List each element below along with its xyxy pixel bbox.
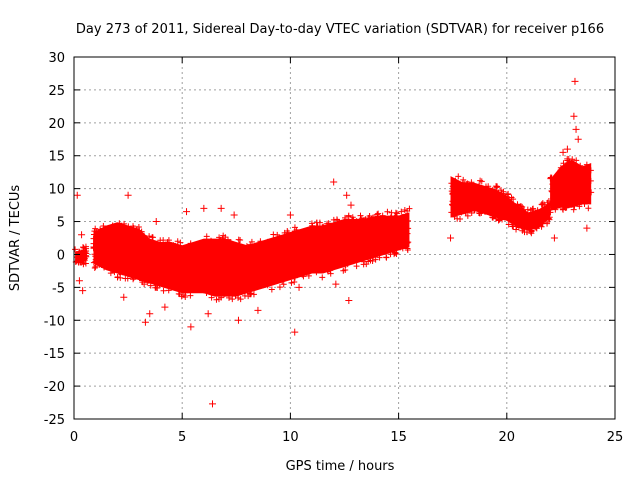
y-tick-label: 10	[48, 183, 65, 198]
outlier-point	[183, 208, 191, 216]
x-tick-label: 20	[499, 430, 516, 445]
x-tick-label: 5	[178, 430, 186, 445]
outlier-point	[141, 318, 149, 326]
outlier-point	[204, 310, 212, 318]
outlier-point	[572, 125, 580, 133]
outlier-point	[347, 201, 355, 209]
outlier-point	[217, 204, 225, 212]
y-tick-label: 25	[48, 84, 65, 99]
outlier-point	[583, 224, 591, 232]
x-tick-label: 10	[282, 430, 299, 445]
outlier-point	[230, 211, 238, 219]
y-tick-label: -5	[52, 281, 65, 296]
outlier-point	[124, 191, 132, 199]
band-markers	[72, 243, 90, 268]
x-axis-label: GPS time / hours	[286, 459, 395, 474]
outlier-point	[343, 191, 351, 199]
outlier-point	[200, 204, 208, 212]
y-tick-label: 30	[48, 51, 65, 66]
axis-ticks	[73, 56, 616, 420]
outlier-point	[570, 112, 578, 120]
plot-frame	[73, 56, 616, 420]
outlier-point	[563, 145, 571, 153]
outlier-point	[295, 283, 303, 291]
outlier-point	[550, 234, 558, 242]
outlier-point	[571, 77, 579, 85]
band-markers	[547, 155, 595, 216]
x-tick-label: 0	[70, 430, 78, 445]
band-segment	[72, 243, 90, 268]
outlier-point	[254, 306, 262, 314]
x-tick-label: 25	[607, 430, 624, 445]
x-axis-tick-labels: 0 5 10 15 20 25	[70, 430, 623, 445]
band-segment	[448, 173, 553, 237]
y-tick-label: -20	[44, 380, 65, 395]
outlier-point	[208, 400, 216, 408]
outlier-point	[73, 191, 81, 199]
outlier-point	[332, 280, 340, 288]
outlier-point	[574, 135, 582, 143]
outlier-point	[568, 162, 576, 170]
outlier-point	[447, 234, 455, 242]
outlier-point	[234, 316, 242, 324]
band-markers	[90, 205, 413, 303]
y-tick-label: -15	[44, 347, 65, 362]
x-tick-label: 15	[390, 430, 407, 445]
series-sdtvar	[72, 77, 595, 408]
grid-lines	[74, 57, 615, 419]
y-tick-label: -25	[44, 413, 65, 428]
band-markers	[448, 173, 553, 237]
outlier-point	[120, 293, 128, 301]
y-tick-label: 5	[57, 216, 65, 231]
outlier-point	[152, 218, 160, 226]
y-tick-label: 0	[57, 248, 65, 263]
y-tick-label: 20	[48, 117, 65, 132]
outlier-point	[345, 297, 353, 305]
outlier-point	[330, 178, 338, 186]
outlier-point	[78, 231, 86, 239]
outlier-point	[286, 211, 294, 219]
band-segment	[90, 205, 413, 303]
outlier-point	[146, 310, 154, 318]
band-segment	[547, 155, 595, 216]
y-tick-label: 15	[48, 150, 65, 165]
outlier-point	[291, 328, 299, 336]
y-axis-tick-labels: -25 -20 -15 -10 -5 0 5 10 15 20 25 30	[44, 51, 65, 428]
y-axis-label: SDTVAR / TECUs	[8, 185, 23, 292]
y-tick-label: -10	[44, 314, 65, 329]
outlier-point	[161, 303, 169, 311]
chart-title: Day 273 of 2011, Sidereal Day-to-day VTE…	[76, 22, 604, 37]
outlier-point	[75, 277, 83, 285]
outlier-point	[79, 287, 87, 295]
outlier-point	[559, 148, 567, 156]
outlier-point	[187, 323, 195, 331]
